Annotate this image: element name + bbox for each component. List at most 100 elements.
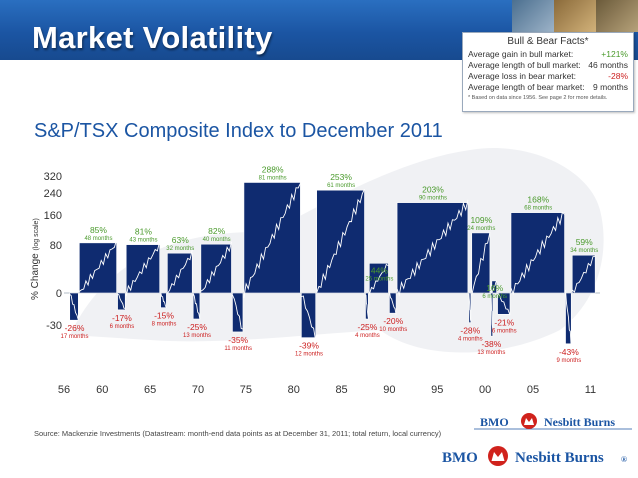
- duration-label: 61 months: [327, 183, 355, 189]
- duration-label: 32 months: [166, 246, 194, 252]
- x-tick-label: 85: [335, 384, 347, 396]
- y-axis-note: (log scale): [33, 218, 40, 250]
- index-trace: [117, 293, 126, 309]
- index-trace: [368, 263, 389, 295]
- duration-label: 13 months: [183, 333, 211, 339]
- data-label: -35%: [228, 335, 248, 345]
- index-trace: [167, 249, 193, 294]
- duration-label: 6 months: [482, 294, 507, 300]
- facts-footnote: * Based on data since 1956. See page 2 f…: [468, 95, 608, 101]
- data-label: 203%: [422, 185, 444, 195]
- logo-registered-mark: ®: [621, 455, 627, 464]
- duration-label: 17 months: [61, 334, 89, 340]
- x-tick-label: 70: [192, 384, 204, 396]
- bmo-roundel-icon: [521, 413, 537, 429]
- index-trace: [200, 241, 232, 292]
- data-label: -21%: [494, 317, 514, 327]
- data-label: -15%: [154, 311, 174, 321]
- index-trace: [160, 292, 167, 308]
- duration-label: 8 months: [152, 322, 177, 328]
- facts-value: 9 months: [593, 82, 628, 92]
- y-tick-label: 240: [44, 188, 62, 200]
- index-trace: [192, 293, 201, 320]
- duration-label: 40 months: [203, 237, 231, 243]
- data-label: -20%: [383, 316, 403, 326]
- x-tick-label: 11: [585, 384, 596, 396]
- duration-label: 43 months: [129, 238, 157, 244]
- y-tick-label: 160: [44, 210, 62, 222]
- index-trace: [396, 199, 469, 297]
- index-trace: [79, 239, 118, 292]
- duration-label: 9 months: [557, 358, 582, 364]
- data-label: 44%: [371, 265, 388, 275]
- logo-bmo-text: BMO: [442, 450, 478, 466]
- data-label: 109%: [470, 215, 492, 225]
- data-label: -26%: [65, 323, 85, 333]
- index-trace: [497, 292, 511, 316]
- data-label: -25%: [187, 322, 207, 332]
- index-trace: [510, 211, 565, 296]
- duration-label: 6 months: [110, 324, 135, 330]
- data-label: 168%: [527, 195, 549, 205]
- data-label: -43%: [559, 347, 579, 357]
- data-label: 253%: [330, 172, 352, 182]
- x-tick-label: 95: [431, 384, 443, 396]
- x-tick-label: 00: [479, 384, 491, 396]
- photo-tile: [596, 0, 638, 32]
- index-trace: [565, 289, 572, 348]
- data-label: 59%: [576, 237, 593, 247]
- duration-label: 10 months: [379, 327, 407, 333]
- data-label: 288%: [262, 164, 284, 174]
- bull-bear-facts-box: Bull & Bear Facts* Average gain in bull …: [462, 32, 634, 112]
- facts-label: Average loss in bear market:: [468, 71, 577, 81]
- data-label: -17%: [112, 313, 132, 323]
- facts-value: 46 months: [588, 60, 628, 70]
- x-tick-label: 80: [288, 384, 300, 396]
- x-tick-label: 75: [240, 384, 252, 396]
- data-label: -38%: [481, 339, 501, 349]
- x-tick-label: 90: [383, 384, 395, 396]
- data-label: 81%: [135, 227, 152, 237]
- index-trace: [471, 232, 491, 296]
- y-tick-label: 80: [50, 240, 62, 252]
- index-trace: [491, 280, 498, 294]
- facts-label: Average gain in bull market:: [468, 49, 574, 59]
- facts-row: Average length of bull market: 46 months: [463, 60, 633, 71]
- duration-label: 34 months: [570, 248, 598, 254]
- facts-label: Average length of bear market:: [468, 82, 585, 92]
- header-photos: [512, 0, 638, 32]
- page-title: Market Volatility: [32, 20, 273, 55]
- duration-label: 6 months: [492, 328, 517, 334]
- index-trace: [125, 240, 161, 297]
- x-tick-label: 65: [144, 384, 156, 396]
- duration-label: 13 months: [477, 350, 505, 356]
- logo-nesbitt-text: Nesbitt Burns: [544, 415, 615, 429]
- data-label: 82%: [208, 226, 225, 236]
- facts-row: Average gain in bull market: +121%: [463, 49, 633, 60]
- bmo-nesbitt-burns-logo-small: BMO Nesbitt Burns: [474, 413, 632, 430]
- y-tick-label: 0: [56, 288, 62, 300]
- duration-label: 12 months: [295, 352, 323, 358]
- index-trace: [468, 293, 472, 322]
- duration-label: 24 months: [467, 226, 495, 232]
- x-tick-label: 56: [58, 384, 70, 396]
- duration-label: 90 months: [419, 196, 447, 202]
- duration-label: 11 months: [224, 346, 252, 352]
- index-trace: [365, 294, 369, 318]
- photo-tile: [512, 0, 554, 32]
- photo-tile: [554, 0, 596, 32]
- facts-row: Average length of bear market: 9 months: [463, 82, 633, 93]
- x-tick-label: 05: [527, 384, 539, 396]
- duration-label: 4 months: [458, 337, 483, 343]
- title-banner: Market Volatility: [0, 0, 638, 60]
- duration-label: 81 months: [259, 175, 287, 181]
- logo-nesbitt-text: Nesbitt Burns: [515, 450, 604, 466]
- index-trace: [243, 183, 301, 298]
- index-trace: [301, 295, 317, 342]
- y-tick-label: -30: [46, 320, 62, 332]
- index-trace: [388, 291, 397, 315]
- x-tick-label: 60: [96, 384, 108, 396]
- index-trace: [490, 294, 494, 336]
- chart-title: S&P/TSX Composite Index to December 2011: [34, 120, 443, 142]
